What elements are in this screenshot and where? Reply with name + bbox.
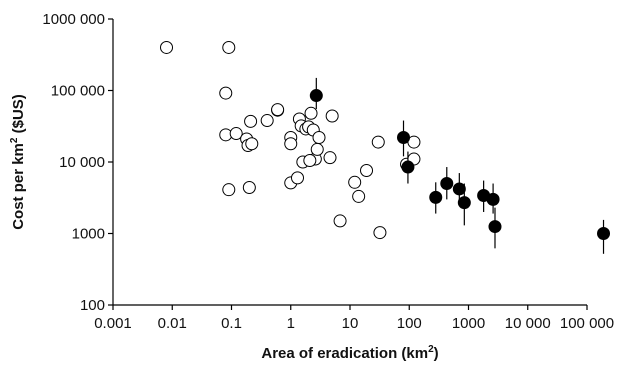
open-data-point [348,175,362,189]
x-tick-label: 0.001 [94,315,132,332]
filled-data-point [429,190,443,204]
filled-data-point [309,89,323,103]
x-tick-label: 1 [287,315,295,332]
filled-data-point [486,192,500,206]
filled-data-point [457,196,471,210]
open-data-point [304,106,318,120]
x-tick-label: 1000 [452,315,485,332]
open-data-point [303,153,317,167]
open-circle-series [160,40,421,240]
filled-data-point [597,227,611,240]
open-data-point [373,226,387,240]
filled-circle-series [309,77,611,254]
y-tick-label: 100 000 [51,83,105,100]
open-data-point [219,86,233,100]
open-data-point [325,109,339,123]
y-tick-group: 100 1000 10 000 100 000 1000 000 [42,11,113,314]
open-data-point [222,40,236,54]
open-data-point [222,183,236,197]
x-tick-label: 100 000 [560,315,614,332]
open-data-point [244,114,258,128]
open-data-point [371,135,385,149]
y-tick-label: 100 [80,297,105,314]
y-axis-title: Cost per km2 ($US) [9,94,27,230]
filled-data-point [440,177,454,191]
y-tick-label: 1000 000 [42,11,105,28]
x-tick-label: 10 000 [505,315,551,332]
open-data-point [271,103,285,117]
filled-data-point [401,160,415,174]
open-data-point [245,137,259,151]
x-tick-label: 100 [397,315,422,332]
filled-data-point [488,220,502,234]
open-data-point [291,171,305,185]
open-data-point [360,164,374,178]
open-data-point [284,137,298,151]
y-tick-label: 10 000 [59,154,105,171]
filled-data-point [397,131,411,145]
x-axis-title: Area of eradication (km2) [261,344,438,362]
open-data-point [160,40,174,54]
x-tick-label: 10 [342,315,359,332]
open-data-point [323,151,337,165]
open-data-point [352,189,366,203]
x-tick-label: 0.01 [158,315,187,332]
x-tick-label: 0.1 [221,315,242,332]
open-data-point [260,114,274,128]
open-data-point [310,142,324,156]
y-tick-label: 1000 [72,226,105,243]
x-tick-group: 0.001 0.01 0.1 1 10 100 1000 10 000 100 000 [94,305,614,332]
filled-data-point [452,182,466,196]
open-data-point [312,131,326,145]
open-data-point [229,127,243,141]
open-data-point [333,214,347,228]
open-data-point [242,180,256,194]
